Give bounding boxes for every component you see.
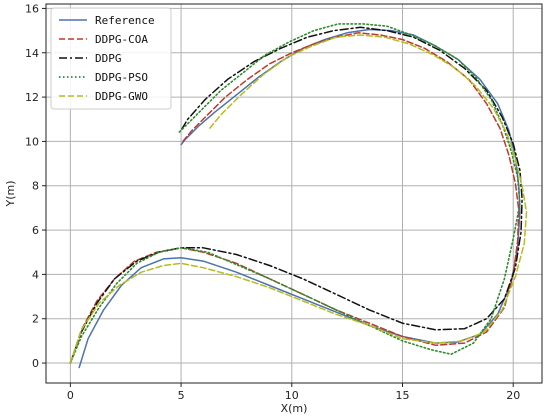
legend: Reference DDPG-COA DDPG DDPG-PSO DDPG-GWO bbox=[50, 7, 172, 110]
y-tick-label: 16 bbox=[25, 2, 39, 15]
x-tick-label: 15 bbox=[396, 389, 410, 402]
series-line-ddpg-pso bbox=[69, 23, 521, 364]
x-tick-label: 10 bbox=[285, 389, 299, 402]
legend-label: Reference bbox=[95, 14, 155, 27]
legend-box bbox=[50, 7, 172, 110]
grid-lines bbox=[46, 4, 542, 383]
series-line-ddpg bbox=[69, 26, 523, 364]
series-line-ddpg-gwo bbox=[69, 34, 528, 364]
axis-ticks: 0 5 10 15 20 0 2 4 6 8 10 12 14 16 bbox=[25, 2, 520, 402]
legend-label: DDPG-PSO bbox=[95, 71, 148, 84]
legend-label: DDPG-COA bbox=[95, 33, 148, 46]
legend-label: DDPG bbox=[95, 52, 122, 65]
y-tick-label: 0 bbox=[32, 357, 39, 370]
y-tick-label: 14 bbox=[25, 47, 39, 60]
series-line-reference bbox=[78, 28, 521, 369]
y-tick-label: 10 bbox=[25, 135, 39, 148]
y-tick-label: 8 bbox=[32, 180, 39, 193]
y-tick-label: 2 bbox=[32, 313, 39, 326]
x-tick-label: 5 bbox=[178, 389, 185, 402]
y-tick-label: 12 bbox=[25, 91, 39, 104]
y-tick-label: 4 bbox=[32, 268, 39, 281]
series-lines bbox=[69, 23, 528, 369]
x-tick-label: 20 bbox=[506, 389, 520, 402]
y-tick-label: 6 bbox=[32, 224, 39, 237]
y-axis-label: Y(m) bbox=[4, 180, 17, 207]
x-axis-label: X(m) bbox=[281, 402, 308, 415]
plot-frame bbox=[45, 3, 543, 384]
x-tick-label: 0 bbox=[67, 389, 74, 402]
legend-label: DDPG-GWO bbox=[95, 90, 148, 103]
